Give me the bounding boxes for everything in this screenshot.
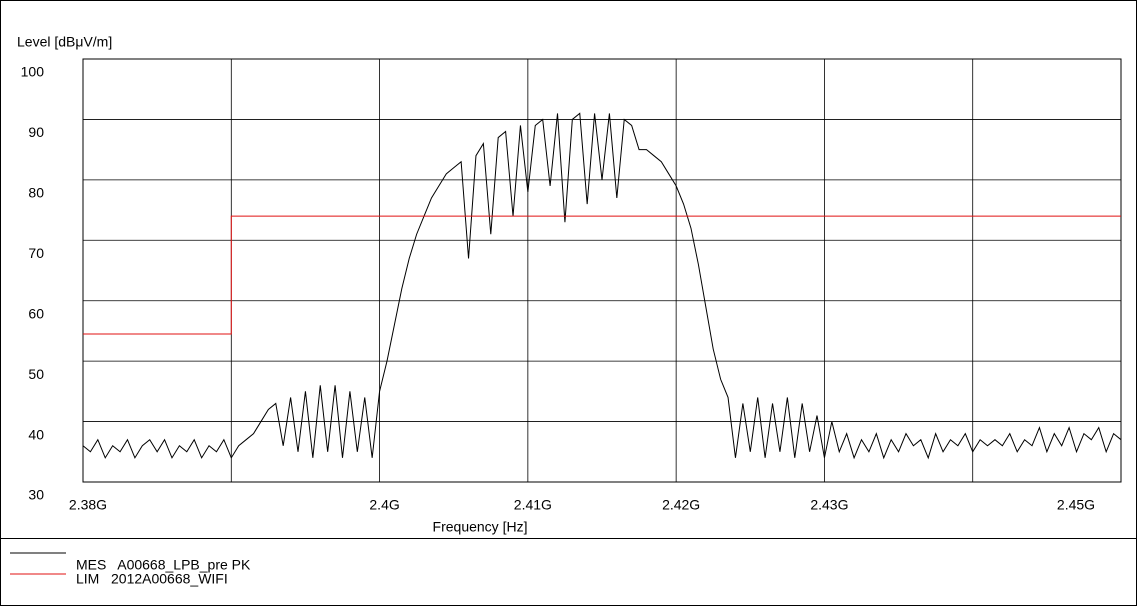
y-tick-label: 30 <box>28 487 44 503</box>
y-tick-label: 70 <box>28 245 44 261</box>
x-tick-label: 2.41G <box>514 497 552 513</box>
y-tick-label: 80 <box>28 185 44 201</box>
legend-label: MES A00668_LPB_pre PK <box>76 557 251 573</box>
x-tick-label: 2.38G <box>69 497 107 513</box>
x-tick-label: 2.43G <box>810 497 848 513</box>
y-tick-label: 50 <box>28 366 44 382</box>
y-tick-label: 90 <box>28 124 44 140</box>
series-line <box>82 112 1122 460</box>
x-axis-label: Frequency [Hz] <box>433 519 528 535</box>
y-axis-label: Level [dBμV/m] <box>17 34 112 50</box>
series-line <box>83 215 1121 335</box>
legend-label: LIM 2012A00668_WIFI <box>76 571 228 587</box>
plot-border <box>82 58 1122 483</box>
x-tick-label: 2.42G <box>662 497 700 513</box>
y-tick-label: 100 <box>21 64 45 80</box>
x-tick-label: 2.4G <box>369 497 399 513</box>
x-tick-label: 2.45G <box>1057 497 1095 513</box>
y-tick-label: 40 <box>28 426 44 442</box>
y-tick-label: 60 <box>28 305 44 321</box>
